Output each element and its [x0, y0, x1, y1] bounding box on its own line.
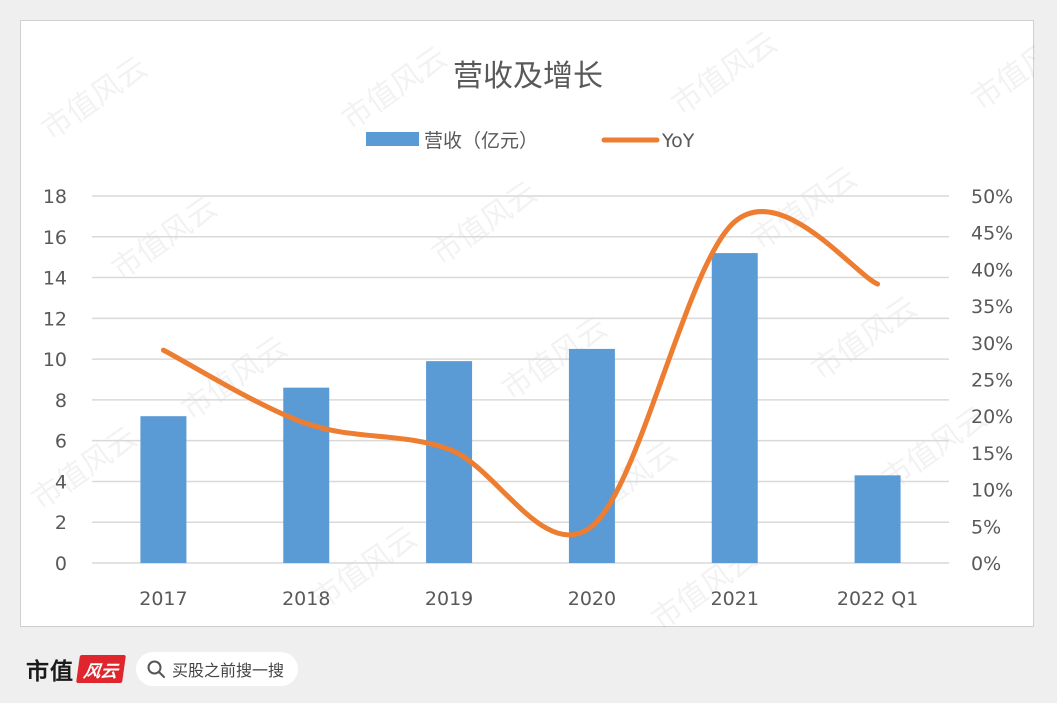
watermark-text: 市值风云: [666, 25, 784, 122]
x-axis-tick-label: 2020: [568, 588, 616, 610]
watermark-text: 市值风云: [26, 420, 144, 517]
left-axis-tick-label: 16: [43, 227, 67, 249]
right-axis-tick-label: 20%: [971, 406, 1013, 428]
x-axis-tick-label: 2018: [282, 588, 330, 610]
line-layer: [160, 209, 881, 538]
legend-bar-label: 营收（亿元）: [424, 130, 538, 152]
search-icon: [147, 660, 165, 678]
watermark-text: 市值风云: [966, 21, 1035, 118]
left-axis-tick-label: 6: [55, 431, 67, 453]
footer: 市值 风云 买股之前搜一搜: [26, 651, 299, 687]
right-axis-tick-label: 50%: [971, 186, 1013, 208]
legend-bar-swatch: [366, 132, 419, 146]
watermark-text: 市值风云: [336, 40, 454, 137]
legend-line-label: YoY: [661, 130, 695, 152]
left-axis-tick-label: 14: [43, 268, 67, 290]
right-axis-tick-label: 15%: [971, 443, 1013, 465]
left-axis-tick-label: 10: [43, 349, 67, 371]
x-axis-tick-label: 2019: [425, 588, 473, 610]
right-axis-tick-label: 45%: [971, 223, 1013, 245]
x-axis-tick-label: 2021: [711, 588, 759, 610]
watermark-text: 市值风云: [426, 175, 544, 272]
brand-name: 市值: [26, 658, 74, 685]
left-axis: 0 2 4 6 8 10 12 14 16 18: [43, 186, 67, 575]
x-axis-tick-label: 2017: [139, 588, 187, 610]
left-axis-tick-label: 18: [43, 186, 67, 208]
chart-title: 营收及增长: [453, 59, 603, 94]
bar: [426, 361, 473, 563]
bar: [140, 416, 187, 563]
watermark-text: 市值风云: [36, 50, 154, 147]
left-axis-tick-label: 4: [55, 471, 67, 493]
x-axis: 2017 2018 2019 2020 2021 2022 Q1: [139, 588, 918, 610]
right-axis-tick-label: 10%: [971, 480, 1013, 502]
watermark-text: 市值风云: [806, 290, 924, 387]
watermark-text: 市值风云: [746, 160, 864, 257]
chart-card: 市值风云 市值风云 市值风云 市值风云 市值风云 市值风云 市值风云 市值风云 市值风云 市值风云…: [20, 20, 1035, 628]
right-axis-tick-label: 30%: [971, 333, 1013, 355]
left-axis-tick-label: 12: [43, 308, 67, 330]
bar: [568, 348, 615, 563]
left-axis-tick-label: 2: [55, 512, 67, 534]
right-axis-tick-label: 5%: [971, 516, 1001, 538]
grid-layer: [92, 195, 949, 564]
right-axis-tick-label: 0%: [971, 553, 1001, 575]
left-axis-tick-label: 8: [55, 390, 67, 412]
x-axis-tick-label: 2022 Q1: [837, 588, 918, 610]
bar: [711, 253, 758, 564]
right-axis: 0% 5% 10% 15% 20% 25% 30% 35% 40% 45% 50%: [971, 186, 1013, 575]
bar: [283, 387, 330, 563]
bars-layer: [140, 253, 901, 564]
right-axis-tick-label: 35%: [971, 296, 1013, 318]
search-box[interactable]: 买股之前搜一搜: [136, 652, 299, 686]
right-axis-tick-label: 25%: [971, 370, 1013, 392]
right-axis-tick-label: 40%: [971, 259, 1013, 281]
legend: 营收（亿元） YoY: [366, 130, 695, 152]
yoy-line: [160, 209, 881, 538]
watermark-text: 市值风云: [106, 190, 224, 287]
search-placeholder: 买股之前搜一搜: [172, 661, 285, 680]
left-axis-tick-label: 0: [55, 553, 67, 575]
brand-logo: 风云: [76, 655, 126, 683]
bar: [854, 475, 901, 563]
